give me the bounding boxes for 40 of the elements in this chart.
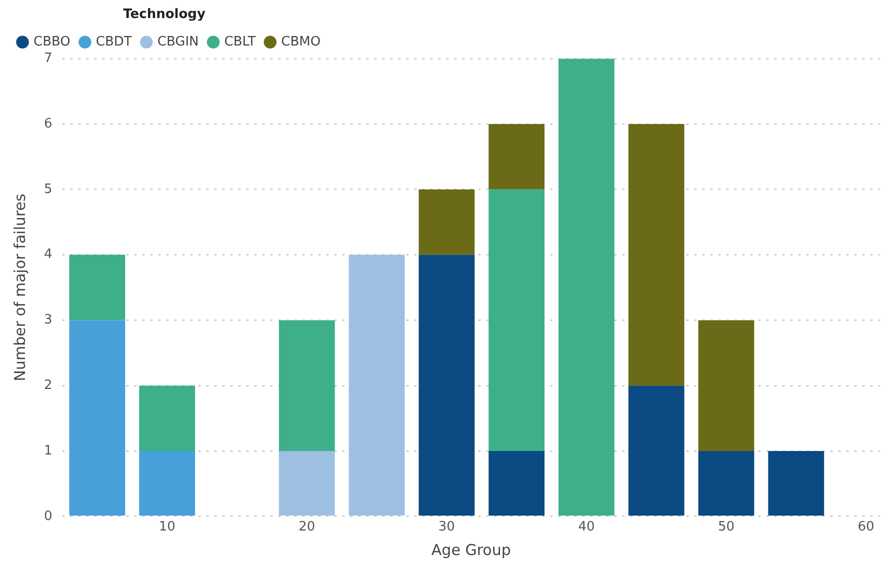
x-tick-label: 20 [298, 520, 316, 535]
y-tick-label: 3 [44, 312, 52, 328]
legend-title: Technology [123, 6, 206, 22]
bar [558, 58, 614, 516]
bar [418, 254, 475, 516]
bar [488, 451, 545, 516]
x-tick-label: 30 [438, 520, 455, 535]
bar [278, 451, 335, 516]
bar [348, 254, 405, 516]
legend-label: CBLT [224, 34, 256, 50]
y-tick-label: 6 [44, 116, 52, 132]
bar [488, 189, 545, 451]
legend-label: CBBO [34, 34, 70, 50]
bar [69, 320, 126, 516]
y-axis-title: Number of major failures [10, 194, 29, 382]
x-axis-title: Age Group [431, 540, 511, 559]
y-tick-label: 7 [44, 50, 52, 66]
bar [278, 320, 335, 451]
bar [139, 451, 196, 516]
x-tick-label: 40 [578, 520, 595, 535]
y-tick-label: 4 [44, 247, 52, 262]
legend-label: CBDT [96, 34, 132, 50]
legend-label: CBGIN [157, 34, 199, 50]
bar [698, 320, 754, 451]
x-tick-label: 50 [718, 520, 735, 535]
y-tick-label: 5 [44, 182, 52, 197]
y-tick-label: 1 [44, 443, 52, 458]
y-tick-label: 2 [44, 378, 52, 393]
bar [488, 124, 545, 190]
bar [69, 254, 126, 320]
bar [418, 189, 475, 255]
legend-label: CBMO [281, 34, 321, 50]
x-tick-label: 60 [858, 520, 874, 535]
y-tick-label: 0 [44, 508, 52, 524]
bar [628, 386, 684, 516]
bar [768, 451, 824, 516]
x-tick-label: 10 [158, 520, 176, 535]
bar [139, 386, 196, 451]
bar [698, 451, 754, 516]
bar [628, 124, 684, 386]
